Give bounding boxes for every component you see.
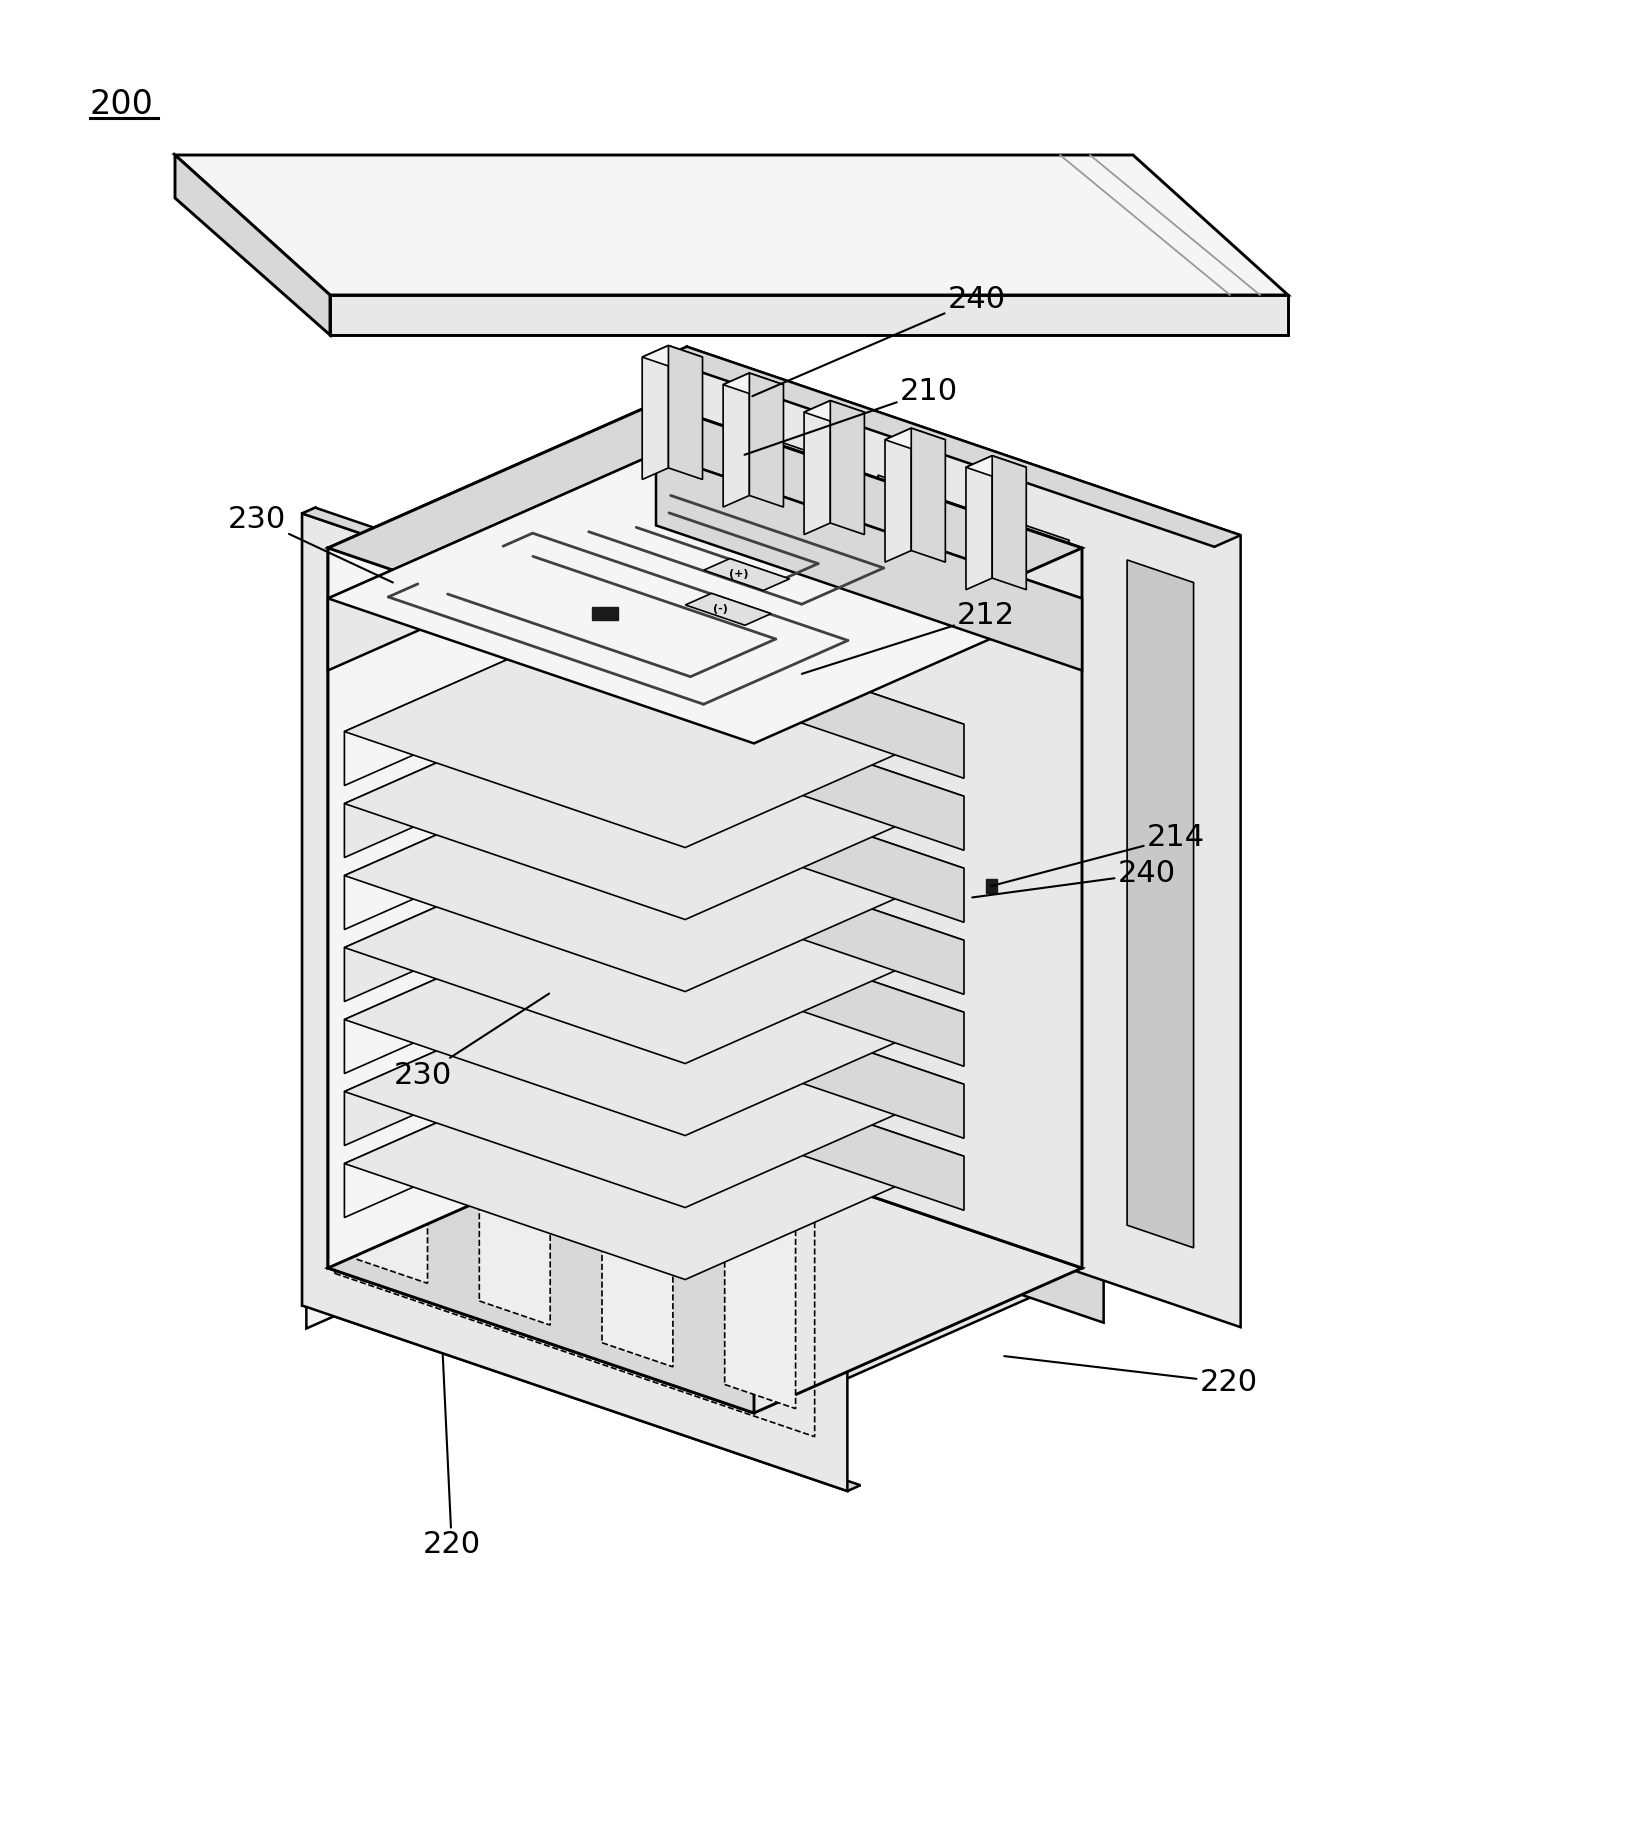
- Polygon shape: [344, 824, 964, 1063]
- Polygon shape: [344, 968, 624, 1146]
- Polygon shape: [328, 403, 1082, 694]
- Polygon shape: [302, 514, 847, 1491]
- Text: (-): (-): [713, 604, 728, 615]
- Text: 230: 230: [395, 994, 549, 1089]
- Text: (+): (+): [730, 569, 749, 580]
- Polygon shape: [661, 1114, 1103, 1323]
- Text: 220: 220: [1004, 1356, 1258, 1396]
- Polygon shape: [302, 507, 861, 699]
- Text: 200: 200: [89, 88, 154, 121]
- Polygon shape: [330, 295, 1289, 335]
- Polygon shape: [344, 897, 964, 1136]
- Polygon shape: [886, 428, 946, 452]
- Polygon shape: [328, 1124, 1082, 1413]
- Polygon shape: [965, 456, 1027, 479]
- Polygon shape: [749, 373, 783, 507]
- Polygon shape: [356, 597, 427, 1283]
- Polygon shape: [686, 593, 772, 626]
- Polygon shape: [328, 403, 656, 1268]
- Polygon shape: [479, 639, 551, 1325]
- Polygon shape: [302, 1299, 861, 1491]
- Polygon shape: [986, 878, 998, 893]
- Polygon shape: [993, 456, 1027, 589]
- Polygon shape: [624, 608, 964, 778]
- Polygon shape: [912, 428, 946, 562]
- Polygon shape: [593, 608, 619, 620]
- Text: 230: 230: [228, 505, 393, 582]
- Text: 240: 240: [972, 860, 1175, 897]
- Polygon shape: [624, 968, 964, 1138]
- Polygon shape: [723, 373, 749, 507]
- Polygon shape: [344, 608, 964, 847]
- Text: 220: 220: [422, 1354, 481, 1559]
- Polygon shape: [624, 681, 964, 851]
- Polygon shape: [642, 346, 702, 368]
- Polygon shape: [704, 558, 790, 591]
- Text: 214: 214: [991, 824, 1204, 886]
- Polygon shape: [344, 1039, 964, 1279]
- Polygon shape: [176, 156, 330, 335]
- Polygon shape: [804, 401, 864, 425]
- Polygon shape: [656, 454, 1082, 670]
- Polygon shape: [830, 401, 864, 534]
- Polygon shape: [328, 454, 656, 670]
- Polygon shape: [1003, 518, 1069, 1206]
- Polygon shape: [723, 373, 783, 397]
- Polygon shape: [344, 824, 624, 1001]
- Polygon shape: [965, 456, 993, 589]
- Polygon shape: [886, 428, 912, 562]
- Text: 240: 240: [752, 285, 1006, 395]
- Polygon shape: [1128, 560, 1194, 1248]
- Polygon shape: [804, 401, 830, 534]
- Polygon shape: [661, 346, 1240, 547]
- Polygon shape: [344, 968, 964, 1208]
- Polygon shape: [624, 824, 964, 994]
- Polygon shape: [601, 681, 673, 1367]
- Text: 210: 210: [744, 377, 957, 456]
- Polygon shape: [725, 723, 796, 1409]
- Polygon shape: [878, 476, 944, 1164]
- Polygon shape: [344, 1039, 624, 1217]
- Polygon shape: [624, 1039, 964, 1210]
- Polygon shape: [344, 681, 964, 919]
- Polygon shape: [687, 346, 1240, 1327]
- Text: 212: 212: [801, 600, 1016, 673]
- Polygon shape: [642, 346, 668, 479]
- Polygon shape: [307, 1114, 661, 1329]
- Polygon shape: [328, 454, 1082, 743]
- Polygon shape: [307, 1114, 1103, 1422]
- Polygon shape: [661, 346, 687, 1151]
- Polygon shape: [624, 752, 964, 922]
- Polygon shape: [668, 346, 702, 479]
- Polygon shape: [344, 897, 624, 1074]
- Polygon shape: [328, 547, 754, 1413]
- Polygon shape: [656, 403, 1082, 1268]
- Polygon shape: [302, 507, 315, 1305]
- Polygon shape: [344, 681, 624, 858]
- Polygon shape: [624, 897, 964, 1067]
- Polygon shape: [344, 752, 624, 930]
- Polygon shape: [754, 432, 819, 1120]
- Polygon shape: [344, 608, 624, 785]
- Polygon shape: [176, 156, 1289, 295]
- Polygon shape: [344, 752, 964, 992]
